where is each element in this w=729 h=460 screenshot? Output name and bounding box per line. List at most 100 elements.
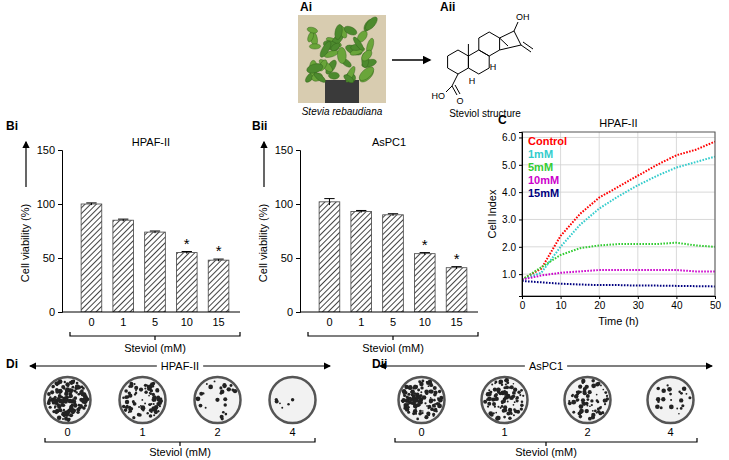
colony	[81, 392, 85, 396]
axis-arrow	[25, 142, 26, 187]
panel-label: Dii	[372, 357, 387, 371]
error-cap	[388, 213, 398, 214]
tick: 150	[37, 144, 62, 156]
colony	[432, 413, 435, 416]
colony	[60, 391, 62, 393]
photo-pot	[325, 80, 359, 103]
error-bar	[356, 210, 366, 212]
plot-area	[81, 203, 229, 312]
colony	[230, 384, 233, 387]
atom-label: OH	[516, 12, 530, 22]
colony	[408, 386, 412, 390]
tick-mark	[296, 204, 300, 205]
series-line	[522, 270, 715, 280]
tick-mark	[58, 150, 62, 151]
colony	[84, 404, 87, 407]
colony	[432, 404, 434, 406]
dose-label: 4	[667, 426, 673, 438]
colony	[413, 398, 418, 403]
colony	[220, 392, 223, 395]
legend: Control1mM5mM10mM15mM	[528, 135, 567, 199]
colony	[402, 389, 407, 394]
colony	[571, 394, 574, 397]
colony	[420, 399, 422, 401]
colony	[61, 385, 65, 389]
colony	[403, 407, 406, 410]
bond	[452, 74, 458, 86]
colony	[568, 400, 570, 402]
colony	[158, 401, 162, 405]
colony	[590, 399, 593, 402]
axis-title: Steviol (mM)	[124, 342, 186, 354]
tick-label: 15	[450, 316, 462, 328]
colony	[77, 409, 80, 412]
colony	[221, 417, 224, 420]
colony	[574, 394, 578, 398]
colony	[588, 390, 592, 394]
colony	[438, 390, 441, 393]
colony	[433, 399, 436, 402]
colony	[128, 391, 131, 394]
colony	[124, 395, 128, 399]
tick: 50	[281, 252, 300, 264]
colony	[75, 384, 79, 388]
colony	[196, 396, 201, 401]
colony	[141, 405, 146, 410]
bar-chart: 0501001500151015**HPAF-IICell viability …	[19, 136, 240, 354]
colony	[416, 418, 419, 421]
colony	[410, 389, 414, 393]
tick: 40	[671, 296, 683, 311]
tick-mark	[519, 219, 522, 220]
colony	[57, 415, 61, 419]
colony	[144, 387, 146, 389]
colony	[429, 382, 432, 385]
leaf	[357, 64, 376, 83]
colony	[592, 410, 594, 412]
tick-label: 150	[275, 144, 293, 156]
panel-label: Bii	[252, 119, 267, 133]
colony	[291, 398, 294, 401]
colony	[418, 412, 421, 415]
tick-mark	[519, 137, 522, 138]
tick: 15	[450, 312, 462, 328]
colony	[429, 398, 433, 402]
colony	[153, 407, 158, 412]
tick: 0	[88, 312, 94, 328]
colony	[508, 416, 512, 420]
tick-label: 100	[275, 198, 293, 210]
x-axis: 0151015	[62, 312, 240, 328]
colony	[424, 402, 426, 404]
colony	[666, 384, 668, 386]
colony	[500, 407, 502, 409]
colony	[225, 413, 228, 416]
tick-mark	[296, 258, 300, 259]
colony	[217, 399, 219, 401]
dose-label: 0	[418, 426, 424, 438]
colony	[72, 398, 74, 400]
leaf	[334, 24, 344, 40]
dose-label: 2	[214, 426, 220, 438]
colony	[578, 385, 582, 389]
colony	[141, 399, 143, 401]
colony	[281, 407, 283, 409]
colony	[606, 395, 608, 397]
colony	[214, 380, 216, 382]
colony	[153, 403, 155, 405]
colony	[418, 395, 421, 398]
dose-label: 1	[139, 426, 145, 438]
colony	[146, 412, 148, 414]
colony	[132, 416, 135, 419]
colony	[494, 406, 496, 408]
dose-label: 2	[584, 426, 590, 438]
plate	[399, 377, 445, 423]
colony	[49, 396, 52, 399]
colony	[63, 415, 66, 418]
plot-area	[522, 142, 715, 287]
colony	[579, 391, 582, 394]
colony	[72, 386, 75, 389]
title-arrow	[203, 365, 330, 366]
panel-label: Ai	[300, 0, 312, 14]
chart-title: AsPC1	[372, 136, 406, 148]
colony	[81, 406, 84, 409]
colony	[420, 391, 422, 393]
